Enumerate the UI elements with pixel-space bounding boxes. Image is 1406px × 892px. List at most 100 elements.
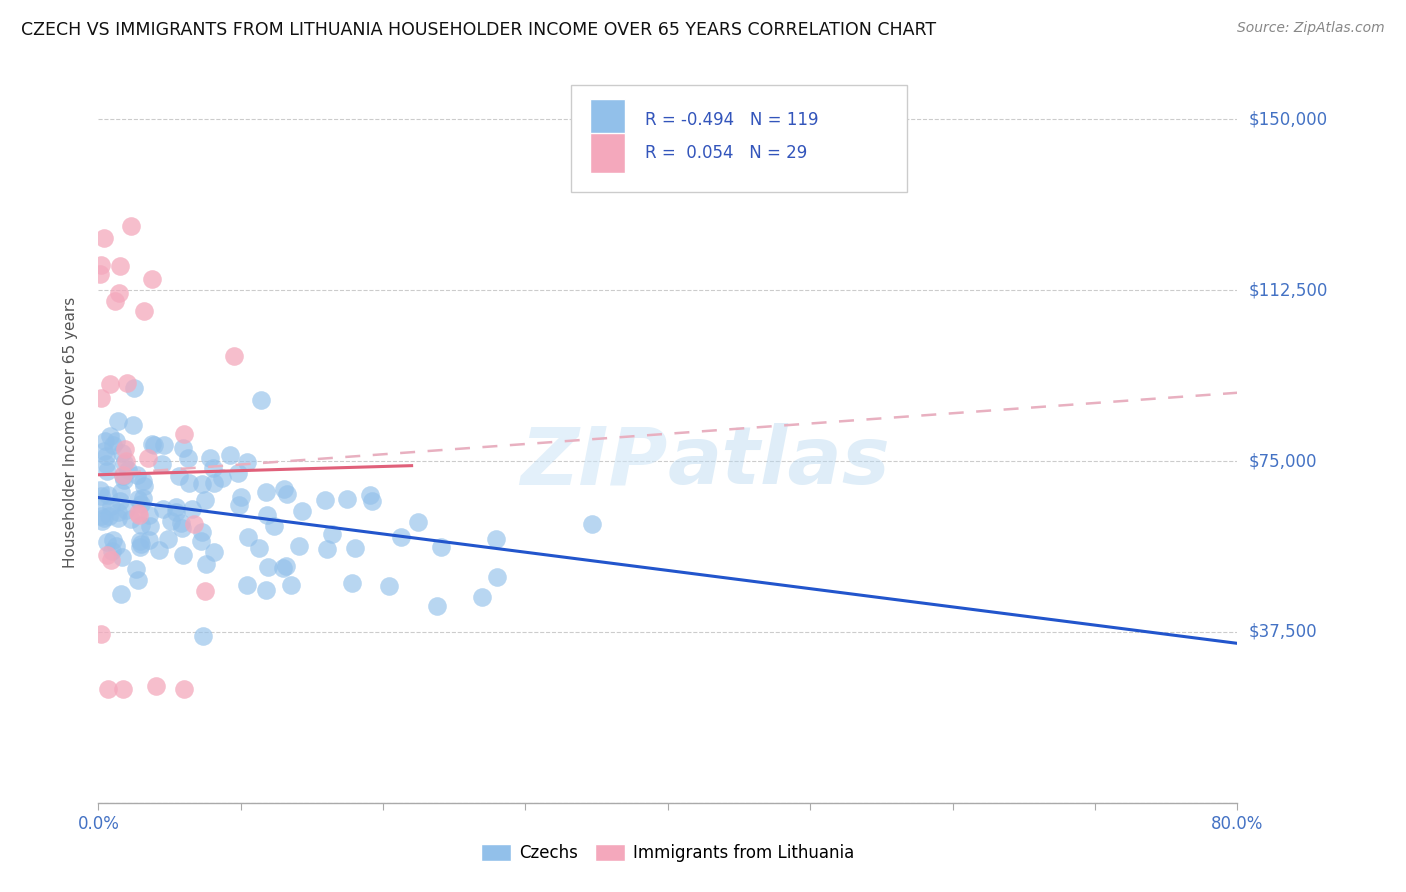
Point [94,457,117,471]
FancyBboxPatch shape [591,99,624,140]
Point [430,540,453,554]
Point [321,527,343,541]
Point [117,463,139,477]
Point [111,550,134,565]
Point [128,541,150,555]
Point [107,505,129,519]
Point [124,381,146,395]
Point [485,533,508,547]
Point [115,454,138,468]
Point [191,525,214,540]
Point [271,560,294,574]
Point [90,508,112,523]
Point [291,504,314,518]
Point [250,392,273,407]
Point [165,500,187,514]
Point [254,485,277,500]
Point [89,483,111,497]
Point [93,510,115,524]
Point [110,586,132,600]
Point [359,488,381,502]
Point [136,450,159,465]
Point [127,492,149,507]
Point [134,479,156,493]
Text: $112,500: $112,500 [1249,281,1327,299]
Point [120,219,142,233]
Point [314,493,336,508]
Point [141,437,163,451]
Point [104,293,127,308]
Point [91,514,114,528]
Point [201,461,224,475]
Point [226,466,249,480]
Text: CZECH VS IMMIGRANTS FROM LITHUANIA HOUSEHOLDER INCOME OVER 65 YEARS CORRELATION : CZECH VS IMMIGRANTS FROM LITHUANIA HOUSE… [21,21,936,39]
Point [103,533,125,548]
Point [129,497,152,511]
Point [256,508,278,523]
Point [127,506,149,520]
Point [134,303,156,318]
Point [228,498,250,512]
Point [98,508,121,523]
Point [202,475,225,490]
Point [389,530,412,544]
Point [107,413,129,427]
Text: $150,000: $150,000 [1249,111,1327,128]
Point [486,570,509,584]
Point [100,553,122,567]
Point [257,560,280,574]
Point [127,468,149,483]
Point [218,448,240,462]
Point [141,272,163,286]
Point [121,418,143,433]
Point [254,582,277,597]
Point [153,438,176,452]
Point [138,508,160,523]
Point [108,285,131,300]
Point [114,442,136,457]
Point [581,517,603,532]
Point [96,548,118,562]
Point [236,455,259,469]
Y-axis label: Householder Income Over 65 years: Householder Income Over 65 years [63,297,77,568]
Point [96,464,118,478]
Point [120,511,142,525]
Point [129,537,152,551]
Point [202,545,225,559]
Point [90,489,112,503]
Point [145,679,167,693]
Point [181,501,204,516]
Point [104,434,127,449]
Point [125,562,148,576]
Point [90,627,112,641]
Point [378,579,401,593]
Point [172,441,194,455]
Point [98,429,121,443]
Point [127,574,149,588]
Point [194,583,217,598]
Point [471,590,494,604]
Point [112,469,135,483]
Point [342,576,364,591]
Point [148,542,170,557]
Point [150,457,173,471]
Point [169,468,191,483]
Text: $37,500: $37,500 [1249,623,1317,641]
Point [115,376,138,390]
Point [169,516,191,530]
Point [247,541,270,555]
Point [336,491,359,506]
Point [288,539,311,553]
Point [426,599,449,614]
Text: R = -0.494   N = 119: R = -0.494 N = 119 [645,111,818,128]
Point [89,267,111,281]
Point [211,471,233,485]
Point [152,502,174,516]
Point [94,434,117,448]
Point [107,510,129,524]
Point [108,259,131,273]
Point [93,443,115,458]
Point [112,467,135,482]
Point [191,477,214,491]
Point [98,377,121,392]
